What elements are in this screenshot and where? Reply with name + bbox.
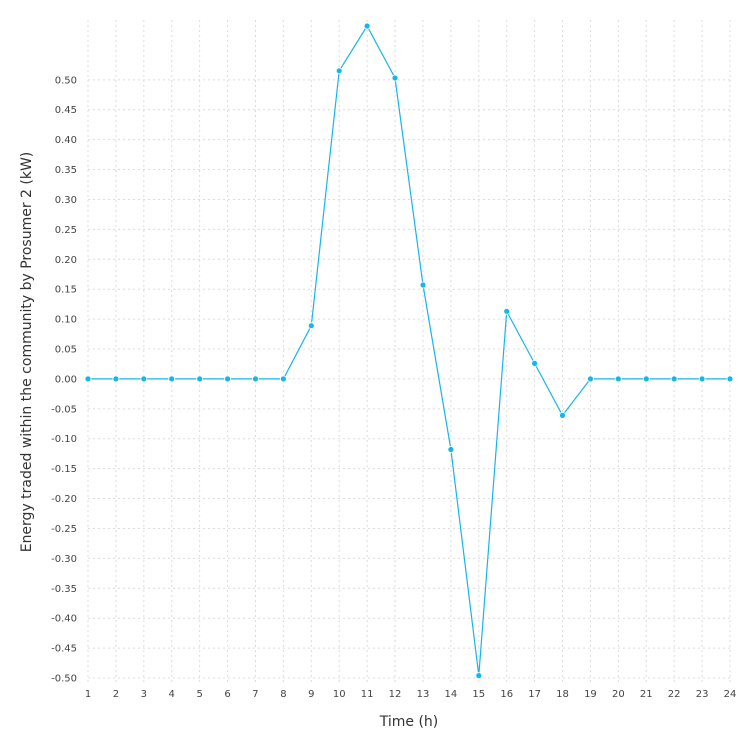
y-tick-label: 0.25: [55, 225, 77, 236]
x-tick-label: 8: [280, 689, 286, 700]
data-point[interactable]: [475, 672, 483, 679]
y-tick-label: -0.20: [51, 494, 77, 505]
y-tick-label: -0.45: [51, 644, 77, 655]
y-axis-title: Energy traded within the community by Pr…: [19, 152, 35, 553]
x-axis-title: Time (h): [379, 714, 439, 730]
vertical-gridlines: [87, 20, 731, 684]
data-point[interactable]: [698, 375, 706, 383]
x-tick-label: 18: [556, 689, 569, 700]
data-point[interactable]: [363, 22, 371, 30]
data-point[interactable]: [252, 375, 259, 383]
data-point[interactable]: [670, 375, 678, 383]
data-point[interactable]: [531, 359, 538, 367]
data-point[interactable]: [224, 375, 232, 383]
y-tick-label: 0.35: [55, 165, 77, 176]
y-tick-label: 0.50: [55, 75, 77, 86]
series-points: [84, 22, 734, 679]
y-tick-label: -0.35: [51, 584, 77, 595]
x-tick-label: 15: [472, 689, 485, 700]
data-point[interactable]: [307, 322, 315, 330]
data-point[interactable]: [168, 375, 176, 383]
y-tick-label: 0.30: [55, 195, 77, 206]
x-tick-label: 7: [252, 689, 258, 700]
x-tick-label: 21: [640, 689, 653, 700]
y-tick-label: 0.00: [55, 374, 77, 385]
y-tick-label: -0.15: [51, 464, 77, 475]
data-point[interactable]: [559, 411, 566, 419]
x-tick-label: 6: [224, 689, 230, 700]
y-tick-label: 0.05: [55, 345, 77, 356]
y-tick-label: -0.25: [51, 524, 77, 535]
x-tick-label: 20: [612, 689, 625, 700]
data-point[interactable]: [587, 375, 594, 383]
y-tick-label: 0.20: [55, 255, 77, 266]
data-point[interactable]: [84, 375, 92, 383]
x-tick-label: 1: [85, 689, 91, 700]
data-point[interactable]: [614, 375, 622, 383]
y-tick-label: -0.50: [51, 674, 77, 685]
x-tick-label: 5: [196, 689, 202, 700]
horizontal-gridlines: [88, 79, 730, 679]
data-point[interactable]: [391, 74, 399, 82]
y-tick-label: 0.45: [55, 105, 77, 116]
x-tick-label: 17: [528, 689, 541, 700]
x-tick-label: 24: [724, 689, 737, 700]
y-tick-label: 0.15: [55, 285, 77, 296]
x-tick-label: 10: [333, 689, 346, 700]
data-point[interactable]: [112, 375, 120, 383]
data-point[interactable]: [726, 375, 734, 383]
x-tick-label: 9: [308, 689, 314, 700]
y-tick-label: -0.10: [51, 434, 77, 445]
x-tick-label: 12: [389, 689, 402, 700]
x-tick-label: 2: [113, 689, 119, 700]
x-tick-label: 14: [445, 689, 458, 700]
data-point[interactable]: [335, 67, 343, 75]
y-tick-label: 0.40: [55, 135, 77, 146]
x-tick-label: 16: [500, 689, 513, 700]
data-point[interactable]: [419, 281, 427, 289]
y-axis-ticks: 0.50 0.45 0.40 0.35 0.30 0.25 0.20 0.15 0.10 0.05…: [51, 75, 77, 684]
x-tick-label: 3: [141, 689, 147, 700]
x-tick-label: 23: [696, 689, 709, 700]
y-tick-label: -0.30: [51, 554, 77, 565]
series-line: [88, 24, 730, 676]
x-tick-label: 19: [584, 689, 597, 700]
data-point[interactable]: [503, 307, 511, 315]
data-point[interactable]: [642, 375, 650, 383]
x-tick-label: 13: [417, 689, 430, 700]
data-point[interactable]: [140, 375, 148, 383]
x-tick-label: 22: [668, 689, 681, 700]
data-point[interactable]: [196, 375, 204, 383]
data-point[interactable]: [447, 446, 455, 453]
y-tick-label: -0.05: [51, 404, 77, 415]
x-tick-label: 4: [169, 689, 175, 700]
x-tick-label: 11: [361, 689, 374, 700]
y-tick-label: -0.40: [51, 614, 77, 625]
data-point[interactable]: [279, 375, 287, 383]
y-tick-label: 0.10: [55, 315, 77, 326]
x-axis-ticks: 1 2 3 4 5 6 7 8 9 10 11 12 13 14 15 16 17 18 19 20 21 22 23 24: [85, 689, 737, 700]
